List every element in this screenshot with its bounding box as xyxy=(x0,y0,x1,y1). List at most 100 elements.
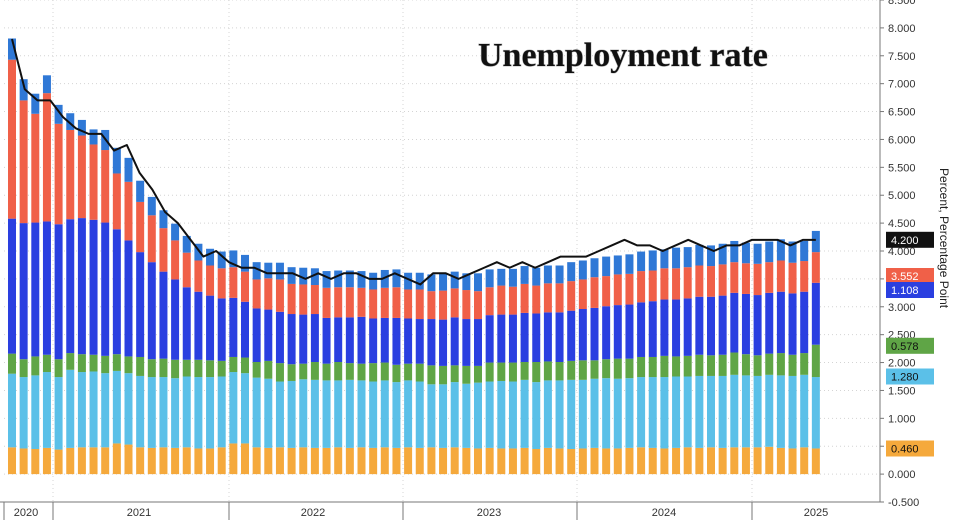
bar-segment-red xyxy=(683,267,692,299)
bar-segment-green xyxy=(77,354,86,373)
bar-segment-blue xyxy=(602,256,611,277)
y-tick-label: 8.500 xyxy=(888,0,916,7)
bar-segment-red xyxy=(765,262,774,293)
bar-segment-dark-blue xyxy=(765,292,774,354)
value-tag: 0.460 xyxy=(886,440,934,457)
bar-segment-dark-blue xyxy=(101,222,110,356)
bar-segment-green xyxy=(369,363,378,382)
bar-segment-green xyxy=(625,358,634,379)
bar-segment-blue xyxy=(765,241,774,263)
bar-segment-green xyxy=(508,362,517,382)
bar-segment-green xyxy=(427,365,436,385)
bar-segment-orange xyxy=(299,447,308,475)
bar-segment-orange xyxy=(543,447,552,475)
bar-segment-orange xyxy=(42,447,51,475)
bar-segment-green xyxy=(648,356,657,378)
bar-segment-green xyxy=(532,362,541,383)
bar-segment-green xyxy=(194,359,203,378)
bar-segment-green xyxy=(42,354,51,373)
bar-segment-red xyxy=(89,144,98,220)
chart-title: Unemployment rate xyxy=(478,37,768,74)
bar-segment-light-blue xyxy=(707,375,715,448)
bar-segment-orange xyxy=(77,447,86,475)
bar-segment-dark-blue xyxy=(124,240,133,357)
bar-segment-green xyxy=(217,360,226,377)
bar-segment-red xyxy=(241,271,249,302)
bar-segment-light-blue xyxy=(800,374,809,448)
bar-segment-light-blue xyxy=(217,376,226,448)
y-axis-title: Percent, Percentage Point xyxy=(937,168,951,309)
bar-segment-blue xyxy=(567,262,576,282)
bar-segment-red xyxy=(252,279,261,309)
bar-segment-blue xyxy=(357,271,366,288)
bar-segment-dark-blue xyxy=(800,291,809,354)
bar-segment-red xyxy=(42,93,51,222)
bar-segment-blue xyxy=(322,271,331,288)
bar-segment-light-blue xyxy=(485,381,494,448)
bar-segment-red xyxy=(695,265,704,297)
bar-segment-orange xyxy=(474,448,482,475)
bar-segment-dark-blue xyxy=(660,299,669,356)
bar-segment-green xyxy=(718,354,727,376)
bar-segment-light-blue xyxy=(392,382,401,448)
bar-segment-dark-blue xyxy=(159,271,168,359)
bar-segment-light-blue xyxy=(147,377,156,448)
y-tick-label: 7.000 xyxy=(888,79,916,91)
bar-segment-blue xyxy=(310,268,319,286)
x-tick-label: 2024 xyxy=(652,507,676,519)
bar-segment-green xyxy=(439,365,448,385)
bar-segment-blue xyxy=(345,270,354,288)
bar-segment-red xyxy=(54,123,63,225)
bar-segment-green xyxy=(241,357,249,374)
bar-segment-green xyxy=(171,359,180,379)
bar-segment-green xyxy=(19,359,28,378)
bar-segment-red xyxy=(718,264,727,296)
bar-segment-blue xyxy=(672,247,681,269)
bar-segment-red xyxy=(590,277,599,308)
bar-segment-dark-blue xyxy=(415,319,424,364)
bar-segment-blue xyxy=(182,235,191,253)
bar-segment-blue xyxy=(532,267,541,286)
value-tag-background xyxy=(886,231,934,248)
bar-segment-orange xyxy=(765,446,774,475)
bar-segment-dark-blue xyxy=(555,312,564,362)
y-tick-label: 6.500 xyxy=(888,107,916,119)
bar-segment-dark-blue xyxy=(147,262,156,360)
bar-segment-dark-blue xyxy=(380,317,389,363)
bar-segment-light-blue xyxy=(497,380,506,449)
bar-segment-orange xyxy=(672,447,681,475)
bar-segment-dark-blue xyxy=(602,306,611,360)
bar-segment-blue xyxy=(404,272,413,290)
bar-segment-green xyxy=(380,362,389,381)
bar-segment-blue xyxy=(811,230,820,253)
bar-segment-orange xyxy=(578,448,587,475)
bar-segment-green xyxy=(404,363,413,381)
bar-segment-red xyxy=(555,283,564,313)
bar-segment-red xyxy=(415,289,424,320)
bar-segment-blue xyxy=(89,129,98,145)
bar-segment-green xyxy=(590,360,599,379)
x-tick-label: 2023 xyxy=(477,507,501,519)
bar-segment-green xyxy=(334,362,343,381)
bar-segment-blue xyxy=(415,272,424,290)
bar-segment-light-blue xyxy=(287,380,296,448)
bar-segment-orange xyxy=(602,448,611,475)
value-tag-label: 0.578 xyxy=(891,341,919,353)
bar-segment-red xyxy=(369,289,378,319)
bar-segment-light-blue xyxy=(648,377,657,448)
bar-segment-green xyxy=(345,363,354,380)
bar-segment-red xyxy=(497,285,506,315)
bar-segment-green xyxy=(707,355,715,376)
bar-segment-light-blue xyxy=(741,375,750,448)
bar-segment-light-blue xyxy=(310,379,319,448)
bar-segment-red xyxy=(194,260,203,292)
bar-segment-green xyxy=(730,352,739,375)
bar-segment-orange xyxy=(357,447,366,475)
bar-segment-orange xyxy=(19,448,28,475)
bar-segment-light-blue xyxy=(718,375,727,448)
bar-segment-orange xyxy=(707,447,715,475)
bar-segment-blue xyxy=(497,268,506,286)
y-tick-label: 5.500 xyxy=(888,162,916,174)
value-tag-label: 4.200 xyxy=(891,235,919,247)
